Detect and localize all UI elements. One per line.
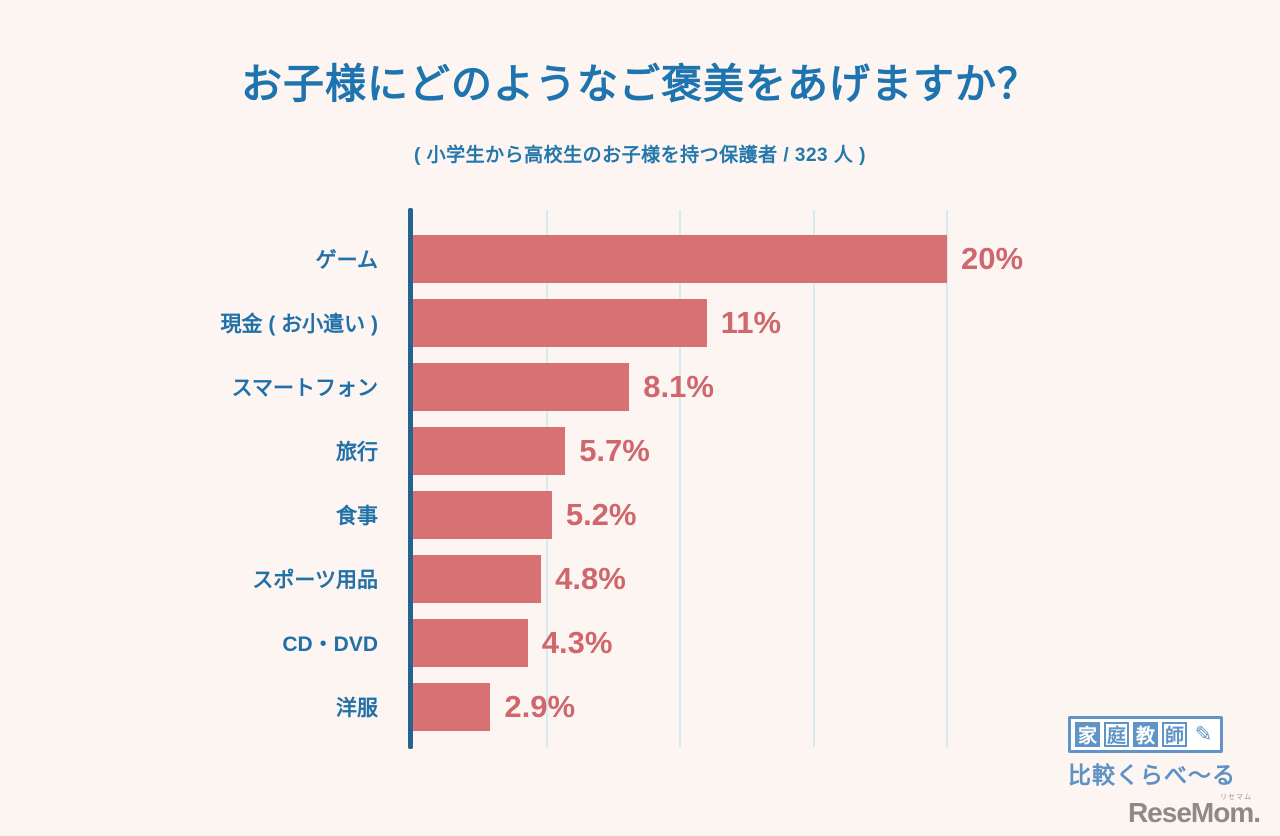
bar bbox=[413, 427, 566, 475]
bar-area: 5.2% bbox=[413, 491, 1280, 539]
bar-area: 2.9% bbox=[413, 683, 1280, 731]
chart-row: 現金 ( お小遣い ) 11% bbox=[0, 291, 1280, 355]
bar bbox=[413, 363, 630, 411]
watermark-text: ReseMom. bbox=[1127, 797, 1261, 828]
chart-rows: ゲーム 20% 現金 ( お小遣い ) 11% スマートフォン 8.1% 旅行 5.7% 食事 5… bbox=[0, 227, 1280, 739]
bar bbox=[413, 491, 552, 539]
category-label: 食事 bbox=[336, 505, 378, 528]
gridline bbox=[545, 210, 548, 747]
category-label: CD・DVD bbox=[282, 633, 378, 656]
gridline-layer bbox=[413, 210, 948, 747]
brand-logo: 家 庭 教 師 ✎ 比較くらべ～る bbox=[1068, 716, 1236, 790]
bar-value-label: 5.7% bbox=[579, 433, 650, 468]
chart-row: 旅行 5.7% bbox=[0, 419, 1280, 483]
chart-row: 食事 5.2% bbox=[0, 483, 1280, 547]
bar-area: 4.8% bbox=[413, 555, 1280, 603]
category-label: ゲーム bbox=[315, 249, 378, 272]
chart-row: スポーツ用品 4.8% bbox=[0, 547, 1280, 611]
bar bbox=[413, 235, 947, 283]
gridline bbox=[812, 210, 815, 747]
pencil-icon: ✎ bbox=[1194, 723, 1213, 746]
chart-row: 洋服 2.9% bbox=[0, 675, 1280, 739]
bar-value-label: 11% bbox=[720, 305, 782, 340]
bar-chart: ゲーム 20% 現金 ( お小遣い ) 11% スマートフォン 8.1% 旅行 5.7% 食事 5… bbox=[0, 208, 1280, 749]
bar-area: 4.3% bbox=[413, 619, 1280, 667]
bar-value-label: 5.2% bbox=[565, 497, 637, 532]
bar-value-label: 4.8% bbox=[555, 561, 626, 596]
page-subtitle: ( 小学生から高校生のお子様を持つ保護者 / 323 人 ) bbox=[413, 145, 867, 166]
gridline bbox=[679, 210, 681, 747]
category-label: 現金 ( お小遣い ) bbox=[220, 313, 379, 336]
bar-area: 8.1% bbox=[413, 363, 1280, 411]
bar bbox=[413, 555, 542, 603]
bar bbox=[413, 683, 491, 731]
page-title: お子様にどのようなご褒美をあげますか？ bbox=[241, 61, 1039, 107]
bar-area: 20% bbox=[413, 235, 1280, 283]
bar-value-label: 2.9% bbox=[504, 689, 576, 724]
logo-subtext: 比較くらべ～る bbox=[1068, 762, 1236, 788]
chart-row: ゲーム 20% bbox=[0, 227, 1280, 291]
logo-tile: 師 bbox=[1162, 722, 1187, 747]
bar-area: 5.7% bbox=[413, 427, 1280, 475]
bar-value-label: 4.3% bbox=[541, 625, 613, 660]
chart-row: スマートフォン 8.1% bbox=[0, 355, 1280, 419]
category-label: スマートフォン bbox=[231, 377, 378, 400]
gridline bbox=[946, 210, 948, 747]
bar bbox=[413, 619, 528, 667]
logo-box: 家 庭 教 師 ✎ bbox=[1068, 716, 1223, 753]
category-label: 旅行 bbox=[336, 441, 378, 464]
logo-tile: 庭 bbox=[1104, 722, 1129, 747]
bar-value-label: 20% bbox=[961, 241, 1024, 276]
watermark-logo: リセマム ReseMom. bbox=[1127, 794, 1261, 829]
bar-area: 11% bbox=[413, 299, 1280, 347]
category-label: 洋服 bbox=[336, 697, 378, 720]
chart-row: CD・DVD 4.3% bbox=[0, 611, 1280, 675]
y-axis-line bbox=[408, 208, 413, 749]
logo-tile: 教 bbox=[1133, 722, 1158, 747]
bar bbox=[413, 299, 707, 347]
logo-tile: 家 bbox=[1075, 722, 1100, 747]
category-label: スポーツ用品 bbox=[252, 569, 378, 592]
bar-value-label: 8.1% bbox=[643, 369, 714, 404]
watermark-ruby: リセマム bbox=[1220, 794, 1252, 801]
